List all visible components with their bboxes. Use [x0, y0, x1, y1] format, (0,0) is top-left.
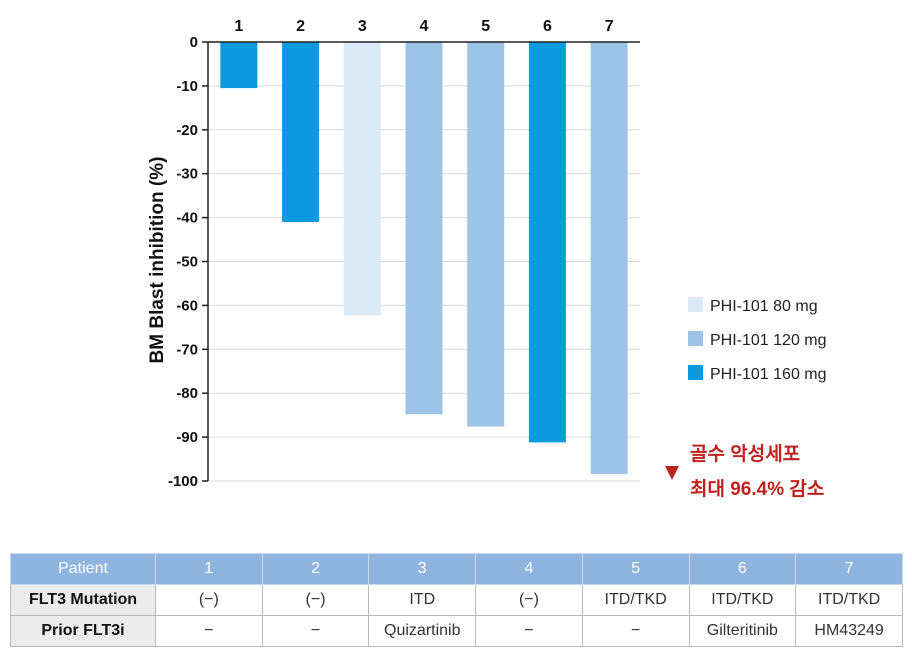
legend-swatch: [688, 365, 703, 380]
legend-label: PHI-101 160 mg: [710, 366, 827, 383]
header-cell: 1: [155, 553, 263, 585]
y-axis-label: BM Blast inhibition (%): [147, 157, 168, 364]
header-cell: 4: [475, 553, 583, 585]
x-category-label: 2: [296, 18, 305, 35]
callout-line-1: 골수 악성세포: [690, 443, 800, 465]
header-cell: 3: [368, 553, 477, 585]
table-cell: (−): [261, 584, 370, 616]
y-tick-label: -20: [176, 122, 198, 139]
table-cell: −: [581, 615, 690, 647]
y-axis: 0 -10 -20 -30 -40 -50 -60 -70 -80 -90 -100: [168, 34, 640, 490]
legend-label: PHI-101 80 mg: [710, 298, 818, 315]
table-cell: HM43249: [795, 615, 903, 647]
x-category-label: 4: [420, 18, 429, 35]
y-tick-label: -40: [176, 210, 198, 227]
y-tick-label: -80: [176, 385, 198, 402]
bm-blast-inhibition-chart: 0 -10 -20 -30 -40 -50 -60 -70 -80 -90 -100 1 2 3 4 5 6 7…: [147, 18, 827, 500]
y-tick-label: -100: [168, 473, 198, 490]
bars: [220, 42, 628, 474]
table-cell: ITD: [368, 584, 477, 616]
x-category-labels: 1 2 3 4 5 6 7: [234, 18, 613, 35]
x-category-label: 6: [543, 18, 552, 35]
x-category-label: 5: [481, 18, 490, 35]
table-row-flt3-mutation: FLT3 Mutation (−) (−) ITD (−) ITD/TKD IT…: [10, 584, 903, 616]
table-header-row: Patient 1 2 3 4 5 6 7: [10, 553, 903, 585]
x-category-label: 1: [234, 18, 243, 35]
bar-patient-3: [343, 42, 381, 316]
table-row-prior-flt3i: Prior FLT3i − − Quizartinib − − Gilterit…: [10, 615, 903, 647]
header-cell: 2: [261, 553, 370, 585]
callout-line-2: 최대 96.4% 감소: [690, 478, 824, 500]
header-cell: 7: [795, 553, 903, 585]
table-cell: (−): [155, 584, 263, 616]
y-tick-label: -90: [176, 429, 198, 446]
table-cell: ITD/TKD: [581, 584, 690, 616]
legend-swatch: [688, 331, 703, 346]
y-tick-label: -30: [176, 166, 198, 183]
callout-arrow-head: [665, 466, 679, 480]
patient-info-table: Patient 1 2 3 4 5 6 7 FLT3 Mutation (−) …: [10, 553, 903, 647]
reduction-callout: 골수 악성세포 최대 96.4% 감소: [665, 95, 824, 500]
legend-swatch: [688, 297, 703, 312]
row-label: Prior FLT3i: [10, 615, 156, 647]
table-cell: ITD/TKD: [688, 584, 797, 616]
bar-patient-1: [220, 42, 258, 89]
table-cell: −: [475, 615, 583, 647]
bar-patient-4: [405, 42, 443, 415]
header-cell: 6: [688, 553, 797, 585]
table-cell: (−): [475, 584, 583, 616]
bar-patient-2: [282, 42, 320, 222]
bar-patient-6: [528, 42, 566, 443]
bar-patient-5: [467, 42, 505, 427]
y-tick-label: -60: [176, 297, 198, 314]
legend-label: PHI-101 120 mg: [710, 332, 827, 349]
legend: PHI-101 80 mg PHI-101 120 mg PHI-101 160 m…: [688, 297, 827, 383]
y-tick-label: -50: [176, 254, 198, 271]
x-category-label: 7: [605, 18, 614, 35]
header-cell: Patient: [10, 553, 156, 585]
table-cell: Quizartinib: [368, 615, 477, 647]
row-label: FLT3 Mutation: [10, 584, 156, 616]
x-category-label: 3: [358, 18, 367, 35]
y-tick-label: -10: [176, 78, 198, 95]
y-tick-label: 0: [190, 34, 198, 51]
bar-patient-7: [590, 42, 628, 474]
table-cell: −: [155, 615, 263, 647]
table-cell: ITD/TKD: [795, 584, 903, 616]
table-cell: −: [261, 615, 370, 647]
y-tick-label: -70: [176, 341, 198, 358]
header-cell: 5: [581, 553, 690, 585]
table-cell: Gilteritinib: [688, 615, 797, 647]
